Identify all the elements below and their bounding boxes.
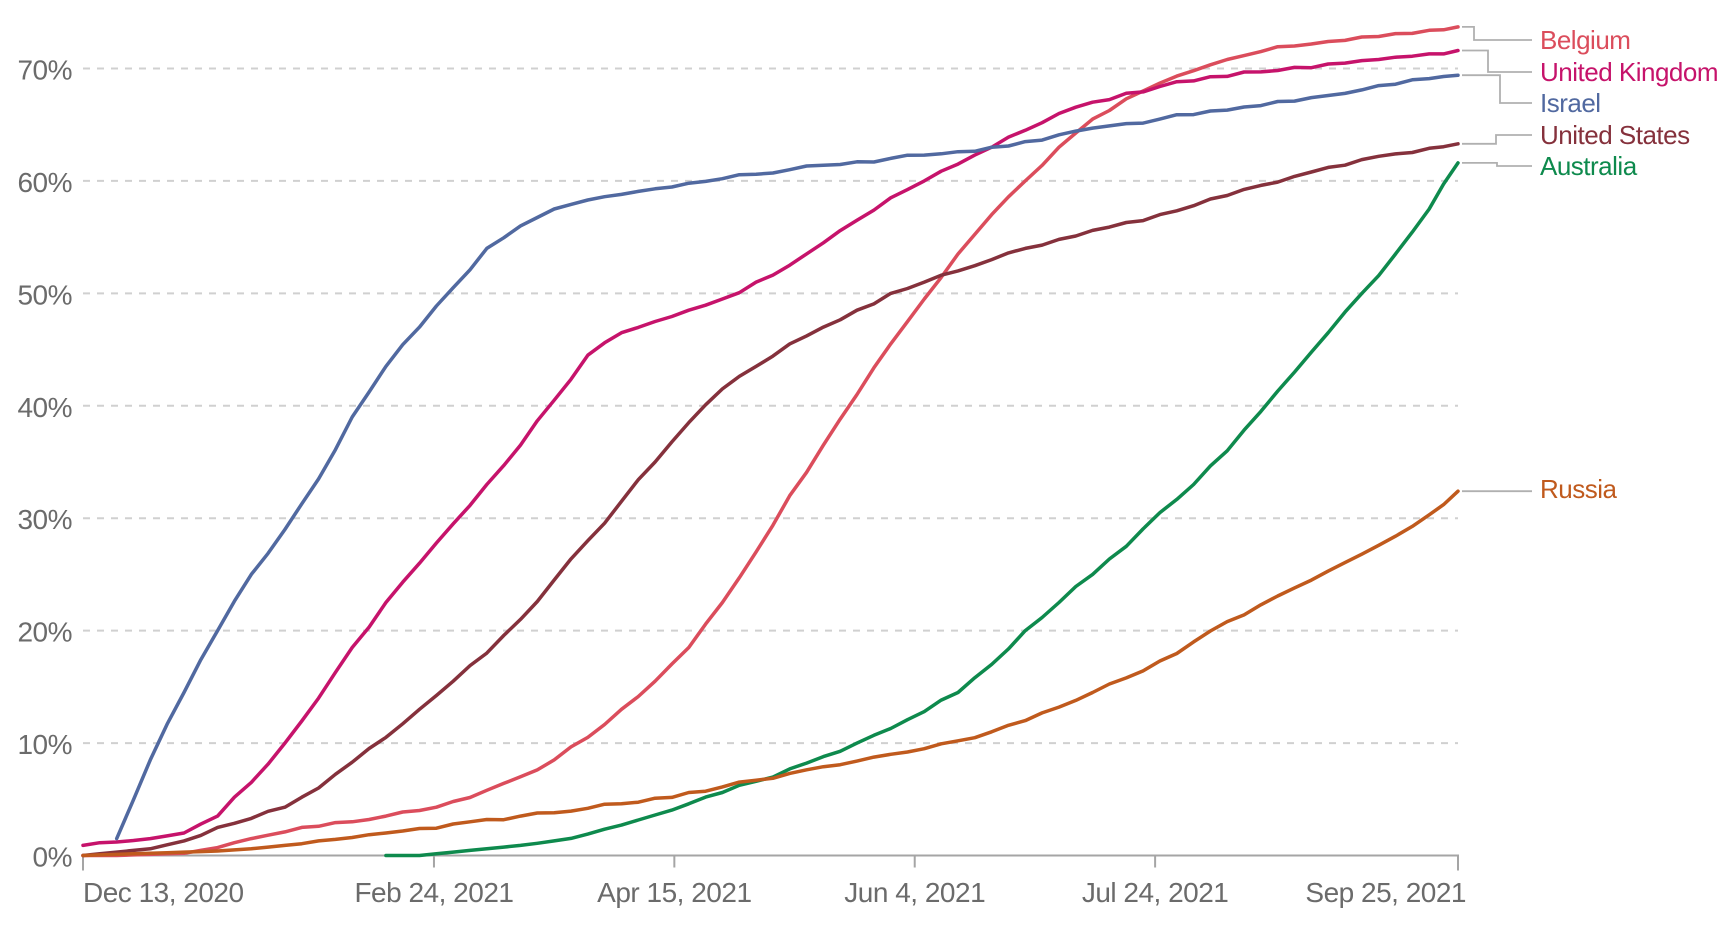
legend-leader-belgium [1462,26,1532,41]
legend-label-united-kingdom[interactable]: United Kingdom [1540,57,1719,87]
series-line-russia[interactable] [81,489,1460,858]
x-tick-label-sep-25-2021: Sep 25, 2021 [1305,877,1466,908]
series-line-united-kingdom[interactable] [81,48,1460,848]
series-line-belgium[interactable] [81,25,1460,858]
legend-label-russia[interactable]: Russia [1540,474,1618,504]
legend-leader-israel [1462,74,1532,104]
legend-leader-australia [1462,162,1532,167]
y-tick-label-70: 70% [17,54,72,85]
series-line-united-states[interactable] [81,142,1460,858]
x-tick-label-apr-15-2021: Apr 15, 2021 [597,877,751,908]
legend-label-belgium[interactable]: Belgium [1540,25,1631,55]
y-tick-label-20: 20% [17,617,72,648]
legend-leader-united-kingdom [1462,49,1532,73]
x-tick-label-jun-4-2021: Jun 4, 2021 [844,877,985,908]
legend-label-australia[interactable]: Australia [1540,151,1638,181]
y-tick-label-40: 40% [17,392,72,423]
y-tick-label-50: 50% [17,279,72,310]
y-tick-label-60: 60% [17,167,72,198]
x-tick-label-dec-13-2020: Dec 13, 2020 [83,877,244,908]
x-tick-label-feb-24-2021: Feb 24, 2021 [354,877,513,908]
legend-label-united-states[interactable]: United States [1540,120,1691,150]
legend-leader-united-states [1462,134,1532,145]
series-line-israel[interactable] [114,73,1460,841]
y-tick-label-30: 30% [17,504,72,535]
y-tick-label-10: 10% [17,729,72,760]
series-line-australia[interactable] [384,161,1460,858]
legend-label-israel[interactable]: Israel [1540,88,1601,118]
x-tick-label-jul-24-2021: Jul 24, 2021 [1082,877,1229,908]
y-tick-label-0: 0% [33,842,72,873]
